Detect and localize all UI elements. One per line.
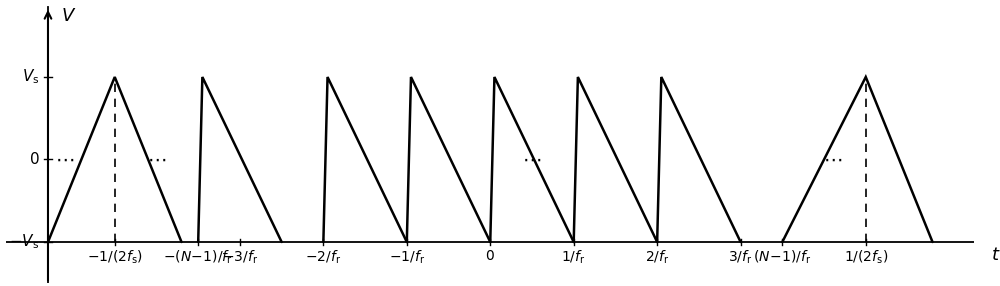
Text: $t$: $t$ [991, 246, 1000, 264]
Text: $-1/(2f_{\rm s})$: $-1/(2f_{\rm s})$ [87, 249, 143, 266]
Text: $1/(2f_{\rm s})$: $1/(2f_{\rm s})$ [844, 249, 888, 266]
Text: $\cdots$: $\cdots$ [147, 150, 166, 169]
Text: $1/f_{\rm r}$: $1/f_{\rm r}$ [561, 249, 586, 266]
Text: $V$: $V$ [61, 7, 76, 25]
Text: $(N\!-\!1)/f_{\rm r}$: $(N\!-\!1)/f_{\rm r}$ [753, 249, 811, 266]
Text: $V_{\rm s}$: $V_{\rm s}$ [22, 68, 40, 86]
Text: $2/f_{\rm r}$: $2/f_{\rm r}$ [645, 249, 669, 266]
Text: $-1/f_{\rm r}$: $-1/f_{\rm r}$ [389, 249, 425, 266]
Text: $0$: $0$ [29, 152, 40, 168]
Text: $\cdots$: $\cdots$ [823, 150, 842, 169]
Text: $\cdots$: $\cdots$ [55, 150, 74, 169]
Text: $-(N\!-\!1)/f_{\rm r}$: $-(N\!-\!1)/f_{\rm r}$ [163, 249, 233, 266]
Text: $-2/f_{\rm r}$: $-2/f_{\rm r}$ [305, 249, 341, 266]
Text: $-V_{\rm s}$: $-V_{\rm s}$ [9, 233, 40, 251]
Text: $3/f_{\rm r}$: $3/f_{\rm r}$ [728, 249, 753, 266]
Text: $-3/f_{\rm r}$: $-3/f_{\rm r}$ [222, 249, 258, 266]
Text: $0$: $0$ [485, 249, 495, 263]
Text: $\cdots$: $\cdots$ [522, 150, 542, 169]
